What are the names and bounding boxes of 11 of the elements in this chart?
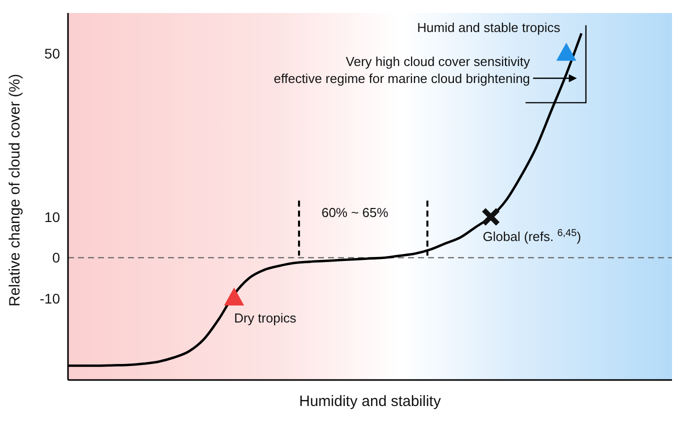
y-tick-label: -10 [40,290,60,306]
annotation: Very high cloud cover sensitivity effective regime for marine cloud brightening [274,54,531,86]
x-axis-title: Humidity and stability [299,393,442,410]
annotation: 60% ~ 65% [321,204,389,220]
y-tick-label: 50 [44,46,60,62]
y-tick-label: 10 [44,208,60,225]
annotation: Humid and stable tropics [417,20,561,35]
y-tick-label: 0 [52,250,60,266]
annotation: Global (refs. $^{6,45}$) [482,227,582,244]
y-axis-title: Relative change of cloud cover (%) [6,74,24,306]
annotation: Dry tropics [234,310,297,326]
